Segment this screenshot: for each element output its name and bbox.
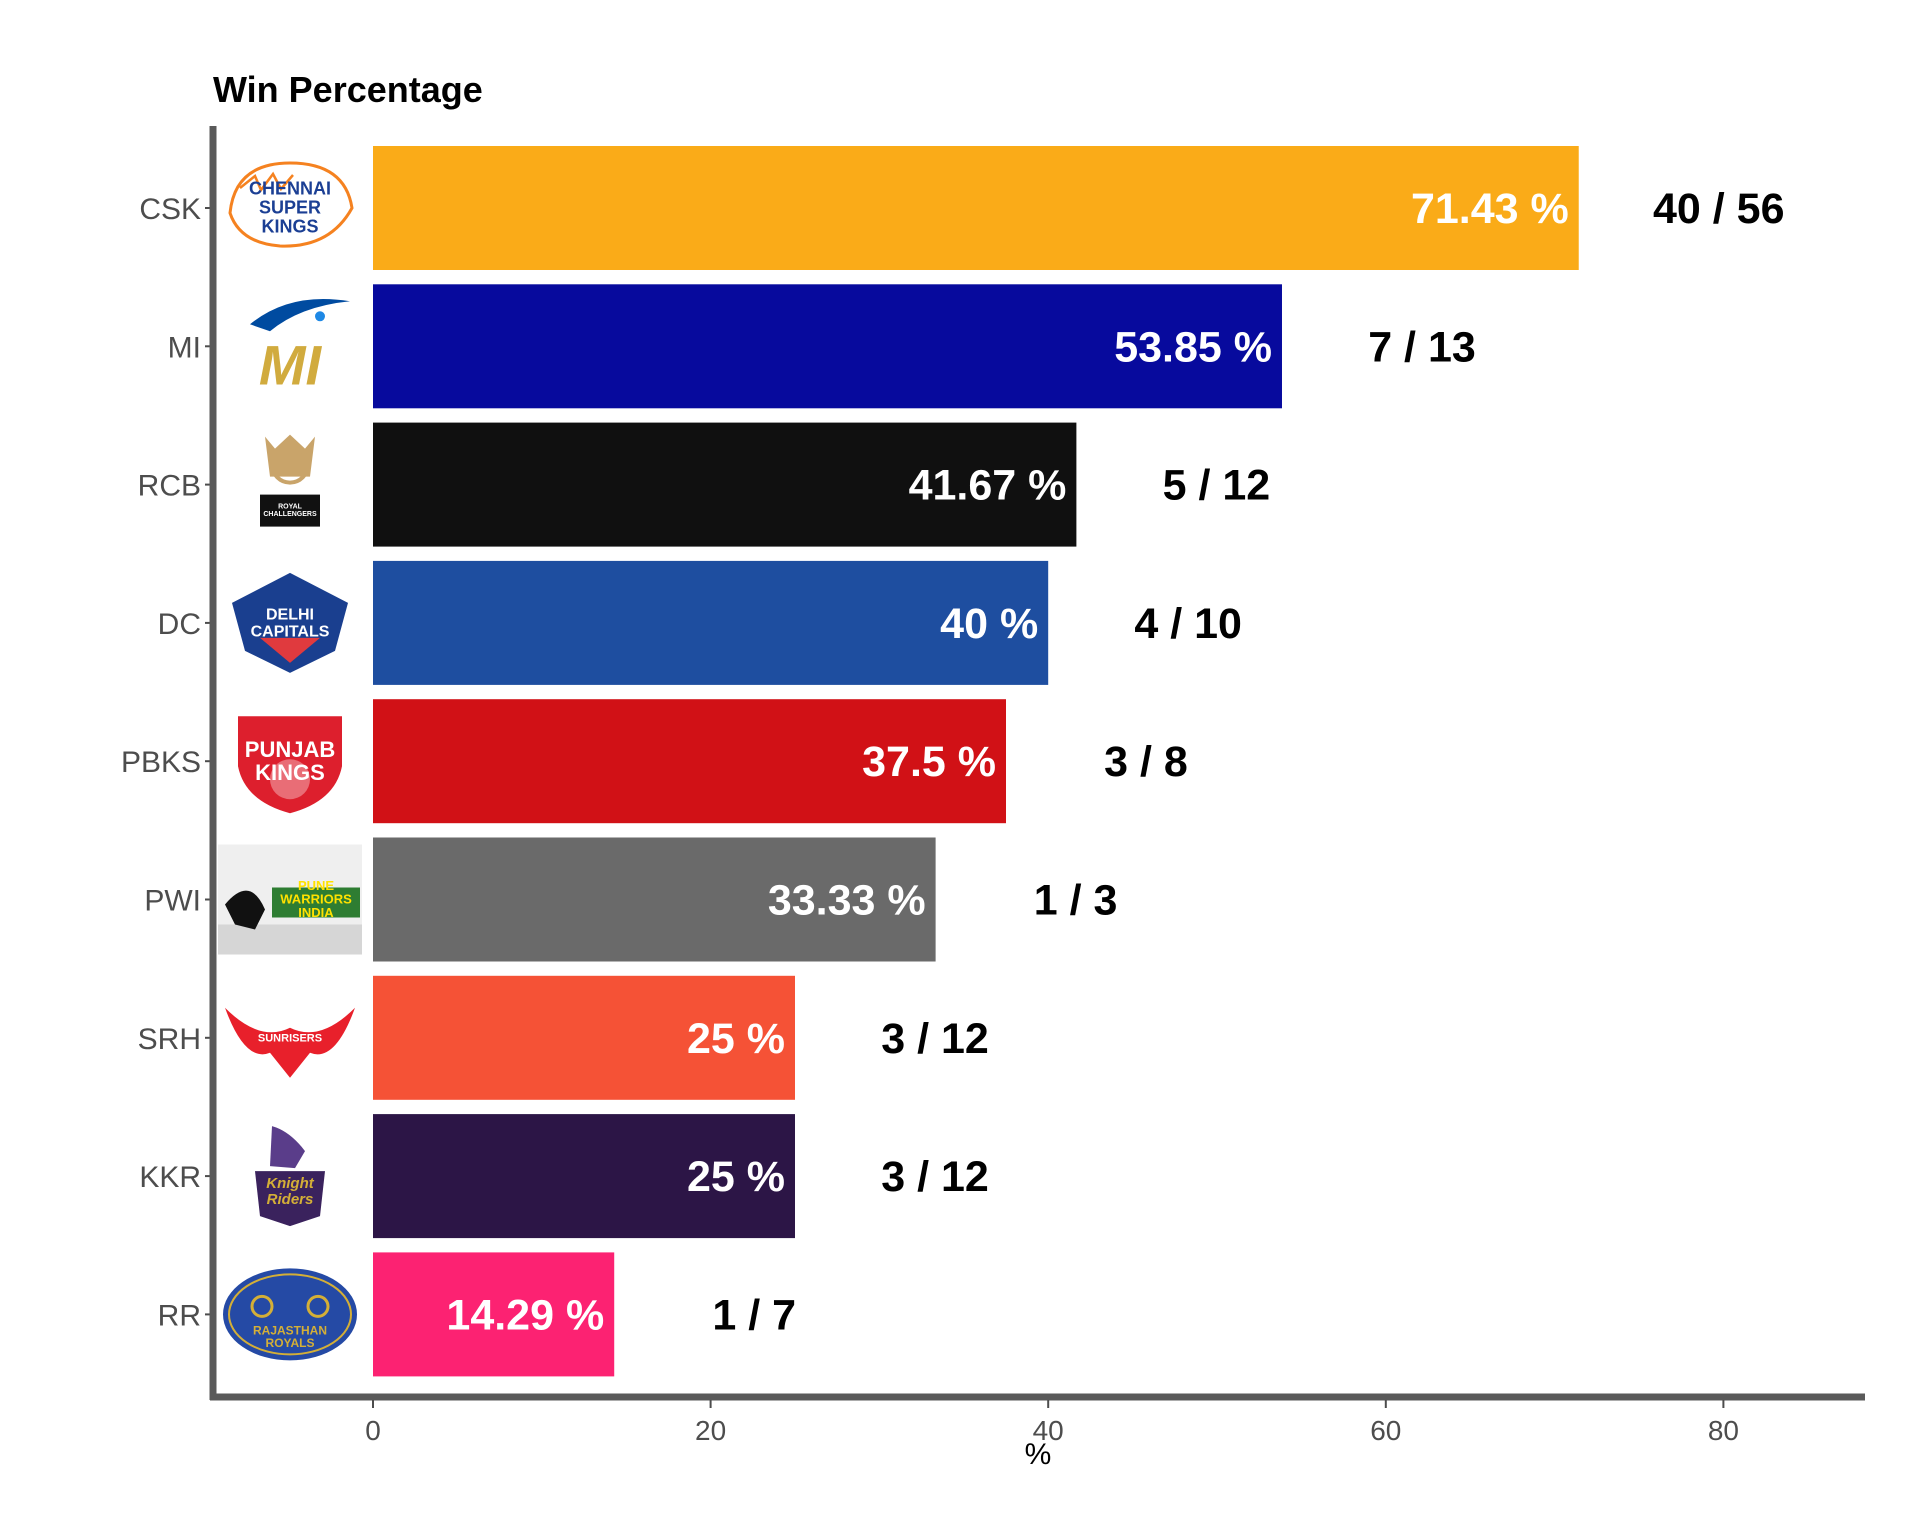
pbks-logo-icon-text: PUNJAB	[245, 737, 335, 762]
team-label-srh: SRH	[138, 1023, 201, 1056]
team-logos: CHENNAISUPERKINGSMIROYALCHALLENGERSDELHI…	[218, 161, 362, 1361]
team-label-csk: CSK	[139, 193, 201, 226]
rr-logo-icon-text: ROYALS	[266, 1336, 315, 1350]
x-axis-label: %	[1025, 1438, 1052, 1471]
value-label-rr: 14.29 %	[446, 1291, 604, 1339]
record-label-pwi: 1 / 3	[1034, 877, 1118, 925]
value-label-pbks: 37.5 %	[862, 738, 996, 786]
pwi-logo-icon-text: WARRIORS	[280, 891, 352, 906]
x-tick-label: 0	[365, 1415, 381, 1446]
value-label-kkr: 25 %	[687, 1153, 785, 1201]
srh-logo-icon: SUNRISERS	[225, 1007, 355, 1078]
value-label-srh: 25 %	[687, 1015, 785, 1063]
pwi-logo-icon-text: PUNE	[298, 878, 334, 893]
team-label-pwi: PWI	[144, 885, 201, 918]
chart-title: Win Percentage	[213, 69, 483, 110]
mi-logo-icon: MI	[250, 298, 350, 396]
x-tick-label: 80	[1708, 1415, 1739, 1446]
bar-pbks	[373, 699, 1006, 824]
team-label-dc: DC	[158, 608, 201, 641]
percentage-labels: 71.43 % 53.85 % 41.67 % 40 % 37.5 % 33.33 % 25…	[446, 185, 1568, 1339]
dc-logo-icon-text: CAPITALS	[251, 624, 330, 641]
bar-pwi	[373, 837, 936, 962]
record-label-pbks: 3 / 8	[1104, 738, 1188, 786]
value-label-pwi: 33.33 %	[768, 877, 926, 925]
x-tick-label: 40	[1033, 1415, 1064, 1446]
record-label-mi: 7 / 13	[1368, 323, 1476, 371]
bar-rr	[373, 1252, 615, 1377]
kkr-logo-icon-text: Riders	[267, 1191, 314, 1208]
record-label-kkr: 3 / 12	[881, 1153, 989, 1201]
value-label-dc: 40 %	[940, 600, 1038, 648]
record-labels: 40 / 56 7 / 13 5 / 12 4 / 10 3 / 8 1 / 3 3 / 1…	[712, 185, 1784, 1339]
team-label-rr: RR	[158, 1299, 201, 1332]
team-label-kkr: KKR	[139, 1161, 201, 1194]
y-axis: CSK MI RCB DC PBKS PWI SRH KKR RR	[121, 126, 217, 1400]
bar-mi	[373, 284, 1282, 409]
value-label-mi: 53.85 %	[1114, 323, 1272, 371]
bar-dc	[373, 560, 1049, 685]
x-tick-label: 60	[1370, 1415, 1401, 1446]
csk-logo-icon-text: SUPER	[259, 197, 321, 217]
record-label-srh: 3 / 12	[881, 1015, 989, 1063]
rcb-logo-icon-text: ROYAL	[278, 504, 303, 511]
dc-logo-icon-text: DELHI	[266, 607, 314, 624]
bar-csk	[373, 146, 1579, 270]
record-label-csk: 40 / 56	[1653, 185, 1785, 233]
kkr-logo-icon-text: Knight	[266, 1175, 314, 1192]
x-axis: 0 20 40 60 80	[210, 1393, 1865, 1446]
pwi-logo-icon-text: INDIA	[298, 905, 334, 920]
bar-kkr	[373, 1114, 795, 1239]
x-tick-label: 20	[695, 1415, 726, 1446]
team-label-rcb: RCB	[138, 470, 201, 503]
record-label-rr: 1 / 7	[712, 1291, 796, 1339]
bar-srh	[373, 975, 795, 1100]
value-label-csk: 71.43 %	[1411, 185, 1569, 233]
rr-logo-icon-text: RAJASTHAN	[253, 1323, 327, 1337]
team-label-mi: MI	[168, 331, 201, 364]
rcb-logo-icon-text: CHALLENGERS	[263, 511, 317, 518]
team-label-pbks: PBKS	[121, 746, 201, 779]
bar-rcb	[373, 422, 1077, 547]
csk-logo-icon-text: CHENNAI	[249, 179, 331, 199]
srh-logo-icon-text: SUNRISERS	[258, 1033, 322, 1045]
value-label-rcb: 41.67 %	[909, 462, 1067, 510]
mi-logo-icon-text: MI	[259, 333, 323, 396]
pbks-logo-icon-text: KINGS	[255, 760, 325, 785]
record-label-dc: 4 / 10	[1134, 600, 1242, 648]
bars	[373, 146, 1579, 1377]
csk-logo-icon-text: KINGS	[261, 216, 318, 236]
record-label-rcb: 5 / 12	[1163, 462, 1271, 510]
